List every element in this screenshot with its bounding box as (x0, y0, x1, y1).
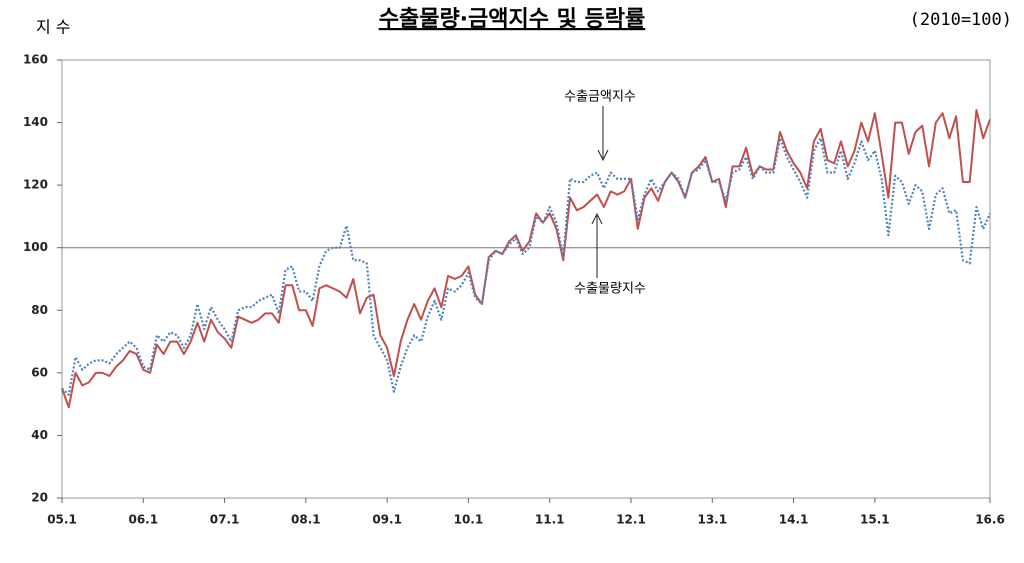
y-tick-label: 120 (23, 178, 48, 192)
x-tick-label: 14.1 (779, 513, 809, 527)
y-tick-label: 60 (31, 365, 48, 379)
x-tick-label: 13.1 (697, 513, 727, 527)
y-tick-label: 100 (23, 240, 48, 254)
y-tick-label: 80 (31, 303, 48, 317)
y-tick-label: 140 (23, 115, 48, 129)
arrow-head (591, 212, 603, 225)
x-tick-label: 08.1 (291, 513, 321, 527)
series-annotation: 수출물량지수 (574, 282, 646, 297)
subtitle: (2010=100) (910, 10, 1012, 30)
x-tick-label: 07.1 (210, 513, 240, 527)
x-tick-label: 05.1 (47, 513, 77, 527)
y-axis-label: 지 수 (36, 18, 71, 37)
series-line (61, 137, 992, 396)
x-tick-label: 16.6 (975, 513, 1005, 527)
x-tick-label: 12.1 (616, 513, 646, 527)
chart-title: 수출물량·금액지수 및 등락률 (379, 7, 646, 32)
series-line (61, 109, 991, 409)
arrow-head (597, 149, 609, 162)
x-tick-label: 10.1 (454, 513, 484, 527)
y-tick-label: 160 (23, 53, 48, 67)
y-tick-label: 20 (31, 491, 48, 505)
x-tick-label: 15.1 (860, 513, 890, 527)
x-tick-label: 06.1 (128, 513, 158, 527)
plot-frame (61, 59, 991, 499)
series-annotation: 수출금액지수 (564, 90, 636, 105)
x-tick-label: 09.1 (372, 513, 402, 527)
y-tick-label: 40 (31, 428, 48, 442)
x-tick-label: 11.1 (535, 513, 565, 527)
